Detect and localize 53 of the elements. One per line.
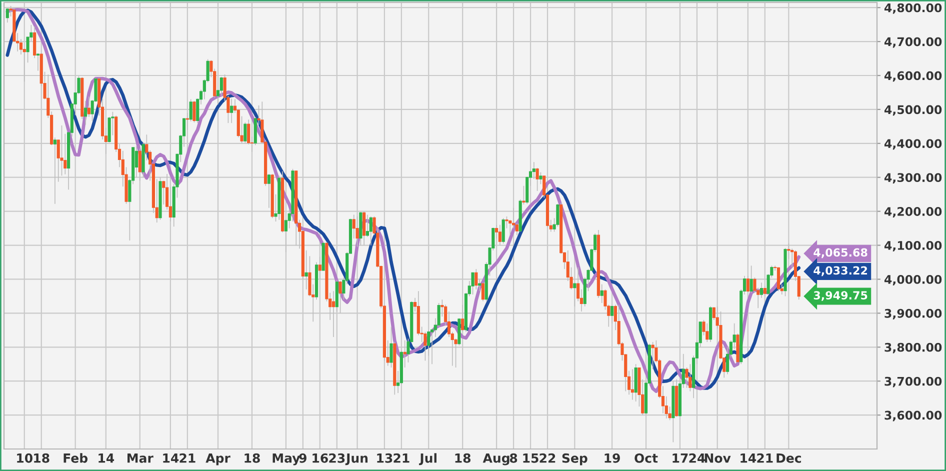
x-tick-label: Sep [562, 453, 588, 466]
x-tick-label: 21 [394, 453, 410, 463]
candlestick [481, 282, 484, 302]
x-tick-label: 24 [689, 453, 706, 463]
x-tick-label: Jun [345, 454, 368, 466]
x-tick-label: 13 [377, 453, 392, 463]
candlestick [36, 52, 40, 72]
x-tick-label: 14 [740, 454, 756, 463]
data-label: 4,065.68 [814, 248, 868, 258]
x-tick-label: 8 [510, 453, 518, 463]
x-tick-label: 10 [17, 453, 32, 463]
x-tick-label: Apr [206, 454, 230, 466]
x-tick-label: 19 [604, 453, 620, 463]
y-tick-label: 4,700.00 [884, 37, 942, 48]
x-tick-label: 18 [455, 453, 470, 463]
y-tick-label: 3,700.00 [884, 376, 942, 388]
y-tick-label: 3,900.00 [884, 308, 942, 320]
x-tick-label: Jul [418, 453, 436, 466]
y-tick-label: 4,100.00 [884, 240, 942, 252]
x-tick-label: 17 [672, 454, 688, 463]
y-tick-label: 4,400.00 [884, 139, 942, 150]
x-tick-label: May [272, 453, 300, 466]
candlestick [706, 322, 709, 342]
candlestick [600, 284, 604, 304]
x-tick-label: 21 [180, 453, 196, 463]
x-tick-label: Mar [128, 454, 154, 463]
x-tick-label: 18 [34, 453, 50, 463]
x-tick-label: Aug [482, 453, 510, 466]
x-tick-label: 16 [312, 453, 328, 463]
x-tick-label: 9 [299, 453, 306, 463]
data-label: 4,033.22 [814, 266, 867, 276]
y-tick-label: 4,000.00 [884, 274, 942, 286]
y-tick-label: 4,200.00 [884, 207, 942, 218]
y-tick-label: 4,500.00 [884, 105, 942, 116]
x-tick-label: Feb [64, 453, 88, 463]
x-tick-label: 22 [540, 453, 556, 463]
x-tick-label: Dec [776, 454, 801, 463]
y-tick-label: 4,600.00 [884, 71, 942, 82]
x-tick-label: 15 [523, 454, 538, 463]
x-tick-label: 18 [244, 453, 260, 463]
x-tick-label: 21 [757, 453, 773, 463]
x-tick-label: Nov [704, 454, 731, 463]
text: 3,949.75 [814, 291, 868, 301]
y-tick-label: 3,600.00 [884, 410, 942, 422]
x-tick-label: 14 [163, 454, 179, 463]
x-tick-label: Oct [634, 453, 658, 463]
y-tick-label: 3,800.00 [884, 342, 942, 354]
y-tick-label: 4,300.00 [884, 173, 942, 184]
candlestick [522, 185, 526, 205]
x-tick-label: 14 [98, 454, 114, 463]
x-tick-label: 23 [329, 453, 345, 463]
y-tick-label: 4,800.00 [884, 3, 942, 14]
candlestick [192, 100, 196, 123]
